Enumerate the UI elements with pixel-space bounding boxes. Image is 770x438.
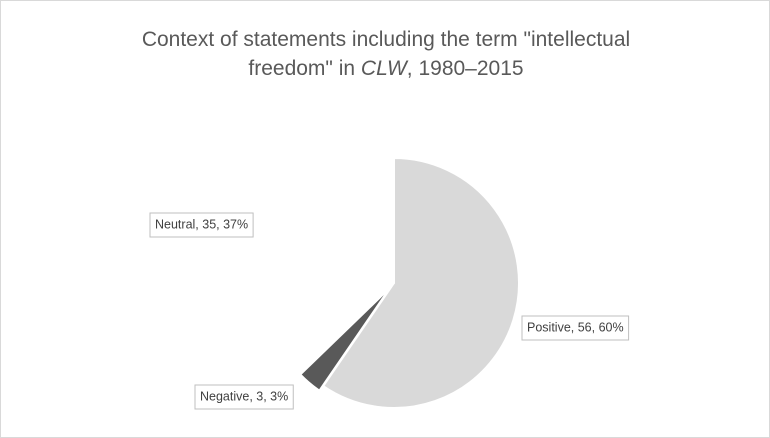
data-label-text: Neutral, 35, 37% — [155, 217, 248, 231]
pie-slice — [321, 156, 520, 409]
data-label-text: Negative, 3, 3% — [200, 389, 288, 403]
data-label: Neutral, 35, 37% — [149, 212, 254, 238]
chart-title: Context of statements including the term… — [101, 25, 671, 83]
pie-slice — [268, 156, 395, 372]
data-label-text: Positive, 56, 60% — [527, 320, 624, 334]
title-text: , 1980–2015 — [406, 57, 524, 80]
title-italic: CLW — [360, 57, 407, 80]
title-text: Context of statements including the term… — [141, 28, 631, 80]
label-box — [149, 212, 254, 238]
label-box — [521, 315, 630, 341]
pie-slice — [298, 286, 391, 393]
data-label: Positive, 56, 60% — [521, 315, 630, 341]
label-box — [194, 384, 294, 410]
data-label: Negative, 3, 3% — [194, 384, 294, 410]
